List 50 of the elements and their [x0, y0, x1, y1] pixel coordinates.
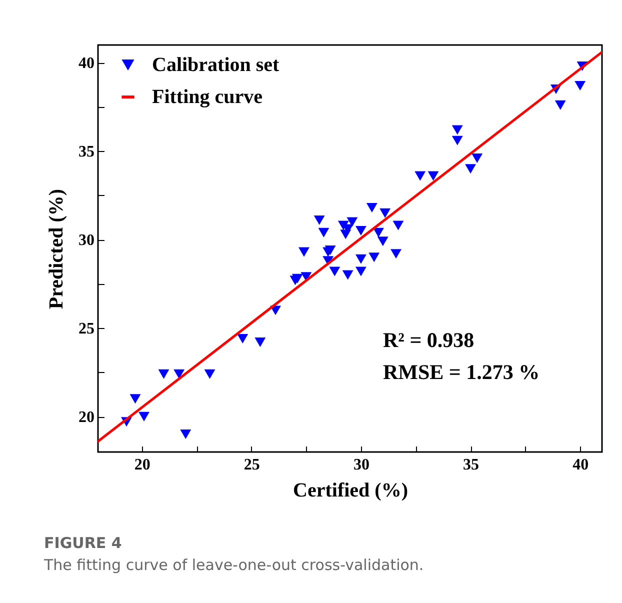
- point: [355, 226, 366, 236]
- point: [318, 228, 330, 238]
- point: [373, 228, 384, 238]
- point: [377, 236, 388, 246]
- y-tick-label: 30: [78, 232, 94, 250]
- x-tick-label: 40: [572, 456, 589, 474]
- point: [390, 249, 402, 259]
- x-tick-label: 20: [134, 456, 150, 474]
- point: [130, 394, 141, 404]
- point: [428, 171, 439, 181]
- legend-label: Calibration set: [152, 54, 280, 76]
- point: [237, 334, 248, 344]
- point: [342, 270, 354, 280]
- point: [380, 208, 391, 218]
- y-tick-label: 40: [78, 55, 94, 72]
- point: [574, 80, 586, 90]
- point: [452, 125, 463, 135]
- point: [414, 171, 426, 181]
- point: [329, 266, 340, 276]
- point: [366, 203, 378, 213]
- point: [174, 369, 185, 379]
- point: [314, 215, 325, 225]
- legend-label: Fitting curve: [152, 86, 263, 108]
- point: [204, 369, 216, 379]
- point: [554, 100, 566, 110]
- x-tick-label: 30: [353, 456, 370, 474]
- point: [298, 247, 310, 257]
- point: [368, 252, 380, 262]
- point: [452, 136, 463, 146]
- annotation: RMSE = 1.273 %: [383, 360, 540, 384]
- caption: FIGURE 4: [44, 534, 123, 552]
- point: [158, 369, 170, 379]
- point: [254, 338, 266, 348]
- x-axis-title: Certified (%): [293, 480, 408, 502]
- point: [346, 217, 358, 227]
- point: [355, 266, 366, 276]
- y-tick-label: 35: [78, 144, 94, 161]
- point: [392, 220, 404, 230]
- y-tick-label: 25: [78, 320, 94, 338]
- y-axis-title: Predicted (%): [46, 188, 68, 310]
- point: [465, 164, 476, 174]
- text: The fitting curve of leave-one-out cross-validation.: [44, 556, 424, 574]
- x-tick-label: 35: [463, 456, 480, 474]
- point: [180, 430, 192, 440]
- point: [138, 412, 150, 422]
- x-tick-label: 25: [244, 456, 260, 474]
- annotation: R² = 0.938: [383, 328, 474, 352]
- y-tick-label: 20: [78, 409, 94, 426]
- point: [472, 154, 483, 163]
- point: [355, 254, 366, 264]
